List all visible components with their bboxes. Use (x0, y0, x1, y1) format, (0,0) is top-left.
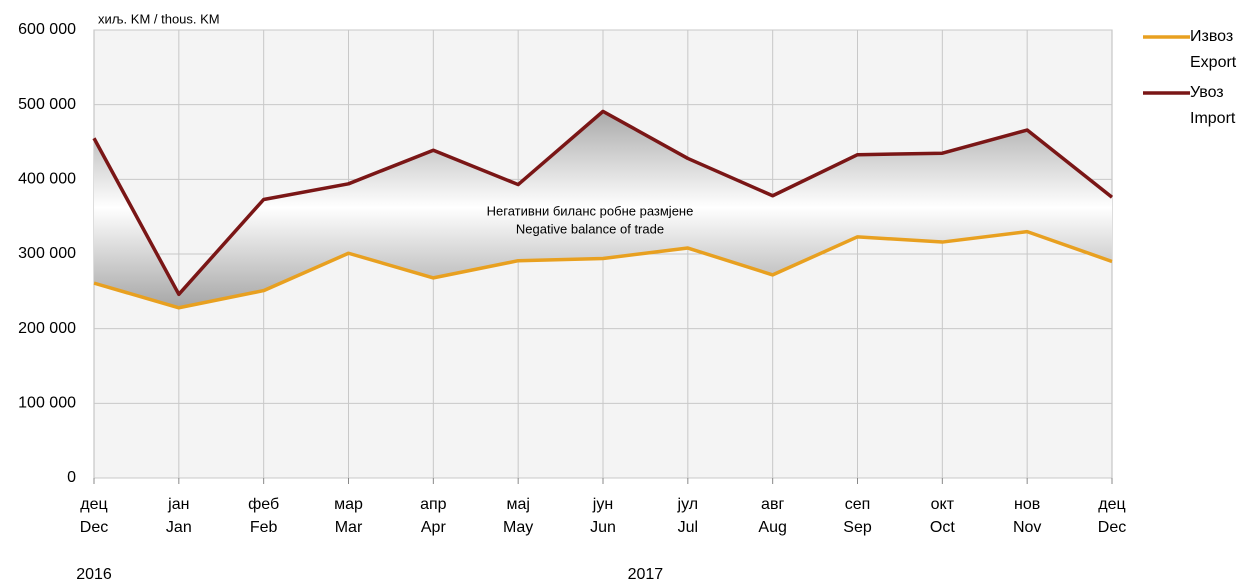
x-tick-label: окт (931, 496, 955, 513)
x-tick-label: дец (80, 496, 107, 513)
x-tick-label: Mar (335, 519, 363, 536)
x-tick-label: дец (1098, 496, 1125, 513)
y-tick-label: 200 000 (18, 320, 76, 337)
y-tick-label: 0 (67, 469, 76, 486)
unit-label: хиљ. KM / thous. KM (98, 11, 220, 26)
x-tick-label: Dec (80, 519, 108, 536)
x-tick-label: авг (761, 496, 784, 513)
legend-label: Извоз (1190, 28, 1233, 45)
annotation: Negative balance of trade (516, 221, 664, 236)
x-tick-label: апр (420, 496, 447, 513)
y-tick-label: 300 000 (18, 245, 76, 262)
x-tick-label: нов (1014, 496, 1040, 513)
x-tick-label: Oct (930, 519, 955, 536)
legend-label: Увоз (1190, 84, 1224, 101)
legend-label: Import (1190, 110, 1236, 127)
x-tick-label: мај (506, 496, 529, 513)
y-tick-label: 100 000 (18, 395, 76, 412)
x-tick-label: May (503, 519, 533, 536)
x-tick-label: Sep (843, 519, 872, 536)
y-tick-label: 600 000 (18, 21, 76, 38)
x-tick-label: Nov (1013, 519, 1041, 536)
y-tick-label: 500 000 (18, 96, 76, 113)
balance-area (94, 111, 1112, 308)
x-tick-label: јан (167, 496, 189, 513)
legend-label: Export (1190, 54, 1237, 71)
x-tick-label: Jul (678, 519, 698, 536)
x-tick-label: сеп (845, 496, 871, 513)
x-tick-label: Feb (250, 519, 278, 536)
year-label: 2017 (628, 566, 664, 583)
series-line (92, 109, 1114, 297)
x-tick-label: Dec (1098, 519, 1126, 536)
x-tick-label: Jun (590, 519, 616, 536)
y-tick-label: 400 000 (18, 171, 76, 188)
x-tick-label: мар (334, 496, 363, 513)
x-tick-label: Aug (758, 519, 786, 536)
x-tick-label: феб (248, 496, 279, 513)
annotation: Негативни биланс робне размјене (487, 203, 694, 218)
x-tick-label: Jan (166, 519, 192, 536)
series-line (93, 229, 1113, 310)
x-tick-label: јун (592, 496, 613, 513)
year-label: 2016 (76, 566, 112, 583)
x-tick-label: Apr (421, 519, 447, 536)
x-tick-label: јул (677, 496, 699, 513)
